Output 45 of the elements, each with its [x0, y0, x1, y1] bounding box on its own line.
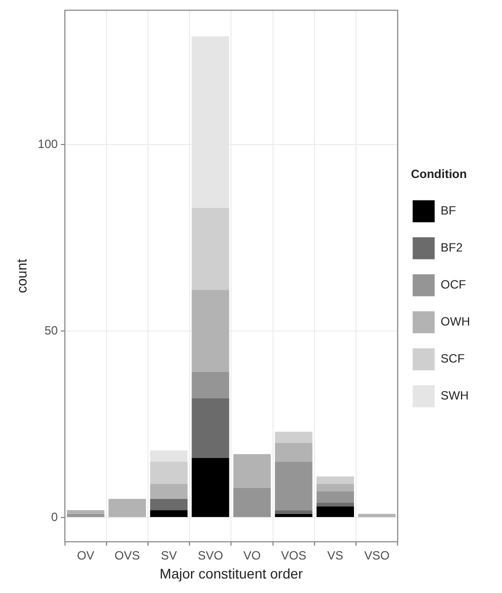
legend-label: BF2: [440, 240, 464, 255]
bar: [233, 488, 271, 518]
legend-label: SWH: [440, 388, 469, 403]
bar: [358, 514, 396, 518]
x-tick-label: OV: [76, 548, 94, 562]
bar: [192, 372, 230, 398]
legend-label: OCF: [440, 278, 466, 292]
legend-title: Condition: [410, 167, 467, 182]
x-tick-label: OVS: [114, 548, 140, 562]
bar: [274, 462, 312, 510]
bar: [316, 476, 354, 484]
bar: [274, 442, 312, 462]
bar: [66, 510, 104, 514]
legend-label: OWH: [440, 314, 470, 329]
x-axis-title: Major constituent order: [160, 565, 304, 582]
x-tick-label: SV: [160, 548, 177, 562]
legend-label: SCF: [440, 352, 465, 366]
bar: [192, 290, 230, 372]
x-tick-label: SVO: [198, 548, 224, 562]
y-tick-label: 100: [38, 136, 58, 151]
x-tick-label: VOS: [280, 548, 306, 562]
bar: [150, 462, 188, 484]
bar: [316, 502, 354, 506]
bar: [274, 432, 312, 443]
x-tick-label: VS: [327, 548, 344, 562]
bar: [150, 510, 188, 518]
bar: [108, 498, 146, 518]
y-tick-label: 0: [51, 510, 58, 524]
bar: [150, 498, 188, 510]
x-tick-label: VSO: [364, 548, 390, 562]
bar: [66, 514, 104, 518]
bar: [316, 506, 354, 518]
y-tick-label: 50: [44, 323, 58, 338]
bar: [274, 510, 312, 514]
bar: [150, 484, 188, 499]
bar: [316, 484, 354, 492]
bar: [192, 398, 230, 458]
bar: [274, 514, 312, 518]
x-tick-label: VO: [243, 548, 261, 562]
bar: [233, 454, 271, 488]
y-axis-title: count: [13, 258, 30, 294]
bar: [192, 208, 230, 290]
legend-label: BF: [440, 204, 456, 218]
bar: [316, 491, 354, 503]
bar: [192, 458, 230, 518]
